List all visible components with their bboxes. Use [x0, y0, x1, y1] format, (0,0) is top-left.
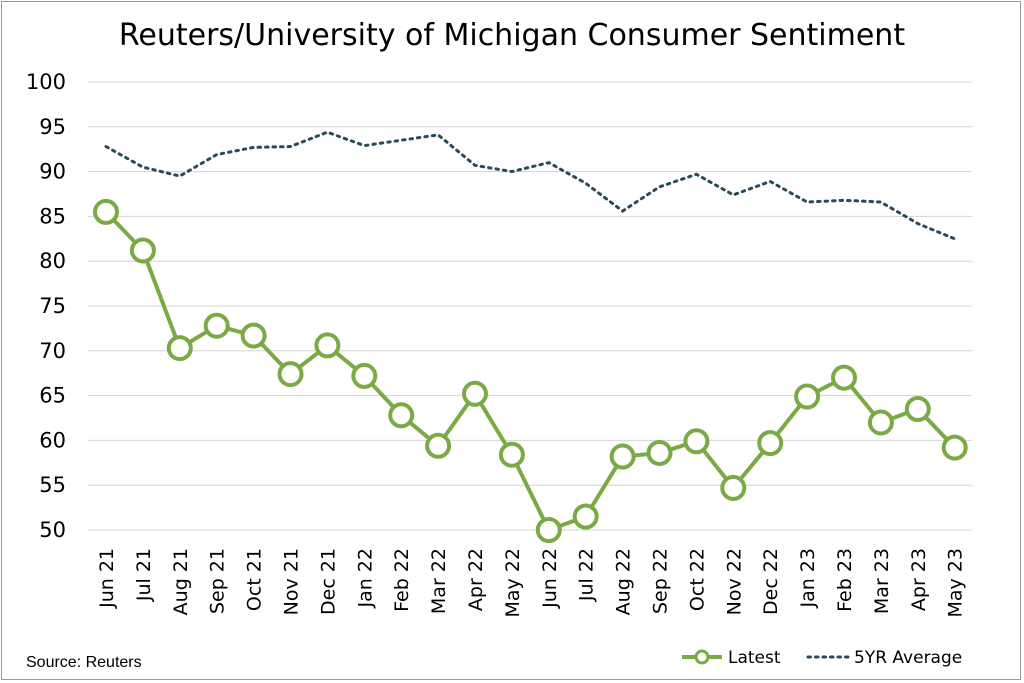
legend-label-latest: Latest [728, 648, 781, 668]
chart-title: Reuters/University of Michigan Consumer … [119, 18, 905, 53]
x-tick-label: Jun 21 [96, 548, 118, 609]
x-tick-label: Jan 22 [354, 548, 376, 609]
x-tick-label: Mar 22 [428, 548, 450, 614]
x-tick-label: Dec 21 [317, 548, 339, 615]
y-tick-label: 65 [39, 384, 66, 408]
x-tick-label: Apr 23 [908, 548, 930, 611]
y-tick-label: 80 [39, 249, 66, 273]
data-point-latest [388, 402, 415, 429]
y-tick-label: 90 [39, 160, 66, 184]
y-tick-label: 100 [26, 70, 66, 94]
data-point-latest [609, 443, 636, 470]
series-line-latest [104, 210, 957, 532]
data-point-latest [498, 441, 525, 468]
data-point-latest [351, 362, 378, 389]
source-note: Source: Reuters [26, 654, 142, 671]
y-tick-label: 95 [39, 115, 66, 139]
data-point-latest [720, 474, 747, 501]
gridlines [88, 81, 972, 531]
y-tick-label: 55 [39, 473, 66, 497]
data-point-latest [314, 332, 341, 359]
x-tick-label: Jun 22 [539, 548, 561, 609]
y-tick-label: 50 [39, 518, 66, 542]
x-tick-label: Jul 22 [576, 548, 598, 602]
data-point-latest [462, 380, 488, 407]
series-line-5yr-average [104, 130, 957, 241]
data-point-latest [240, 322, 267, 349]
x-tick-label: Feb 23 [834, 548, 856, 612]
x-tick-label: Aug 21 [170, 548, 192, 615]
legend-marker-latest [694, 649, 710, 665]
x-tick-label: Nov 22 [723, 548, 745, 615]
x-tick-label: Sep 21 [207, 548, 229, 614]
series-group [93, 130, 968, 543]
x-tick-label: Jul 21 [133, 548, 155, 602]
data-point-latest [904, 396, 931, 423]
x-tick-label: Oct 22 [686, 548, 708, 611]
data-point-latest [535, 517, 562, 543]
data-point-latest [129, 237, 156, 264]
legend-label-5yr-average: 5YR Average [854, 648, 962, 668]
y-tick-label: 70 [39, 339, 66, 363]
x-tick-label: Mar 23 [871, 548, 893, 614]
data-point-latest [867, 409, 894, 436]
y-tick-label: 60 [39, 428, 66, 452]
x-tick-label: Feb 22 [391, 548, 413, 612]
legend: Latest 5YR Average [682, 648, 962, 668]
x-tick-label: Apr 22 [465, 548, 487, 611]
data-point-latest [425, 432, 452, 459]
x-tick-label: Oct 21 [244, 548, 266, 611]
x-tick-label: Aug 22 [613, 548, 635, 615]
x-tick-label: Jan 23 [797, 548, 819, 609]
data-point-latest [93, 198, 119, 225]
data-point-latest [203, 312, 230, 339]
x-tick-label: May 22 [502, 548, 524, 618]
x-axis-ticks: Jun 21 Jul 21 Aug 21 Sep 21 Oct 21 Nov 21 Dec … [96, 548, 967, 618]
y-tick-label: 75 [39, 294, 66, 318]
data-point-latest [572, 503, 599, 530]
data-point-latest [277, 361, 304, 388]
x-tick-label: Nov 21 [281, 548, 303, 615]
data-point-latest [941, 434, 968, 461]
data-point-latest [831, 364, 857, 391]
data-point-latest [757, 430, 784, 457]
x-tick-label: Dec 22 [760, 548, 782, 615]
y-tick-label: 85 [39, 204, 66, 228]
data-point-latest [683, 428, 710, 455]
x-tick-label: May 23 [945, 548, 967, 618]
data-point-latest [166, 335, 193, 362]
data-point-latest [794, 383, 821, 410]
x-tick-label: Sep 22 [650, 548, 672, 614]
data-point-latest [646, 439, 673, 466]
y-axis-ticks: 50 55 60 65 70 75 80 85 90 95 100 [26, 70, 66, 542]
